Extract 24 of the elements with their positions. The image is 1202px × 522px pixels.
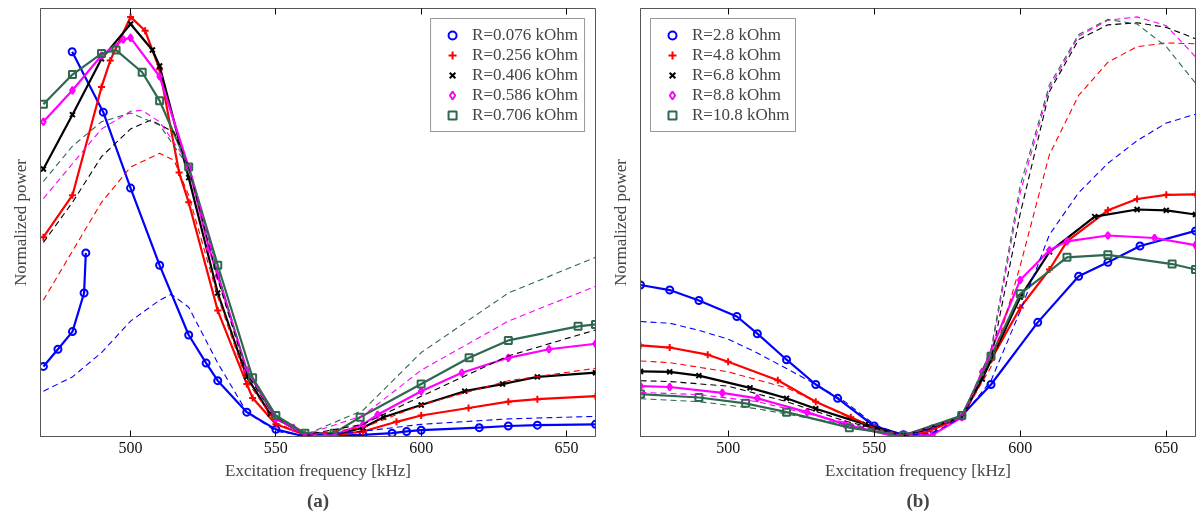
y-axis-title: Normalized power <box>610 158 630 286</box>
text: (b) <box>906 489 930 512</box>
x-axis-title: Excitation frequency [kHz] <box>225 460 411 480</box>
x-axis-title: Excitation frequency [kHz] <box>825 460 1011 480</box>
legend-label: R=4.8 kOhm <box>692 45 781 65</box>
x-tick-label: 550 <box>862 438 887 456</box>
legend-label: R=0.076 kOhm <box>472 25 578 45</box>
legend-label: R=10.8 kOhm <box>692 105 790 125</box>
x-tick-label: 550 <box>263 438 288 456</box>
x-tick-label: 500 <box>118 438 143 456</box>
legend-label: R=0.256 kOhm <box>472 45 578 65</box>
legend-label: R=0.406 kOhm <box>472 65 578 85</box>
legend-label: R=8.8 kOhm <box>692 85 781 105</box>
x-tick-label: 650 <box>554 438 579 456</box>
y-axis-title: Normalized power <box>10 158 30 286</box>
x-tick-label: 500 <box>716 438 741 456</box>
x-tick-label: 600 <box>1008 438 1033 456</box>
legend-label: R=6.8 kOhm <box>692 65 781 85</box>
text: (a) <box>306 489 330 512</box>
legend-label: R=0.706 kOhm <box>472 105 578 125</box>
x-tick-label: 600 <box>409 438 434 456</box>
legend-label: R=2.8 kOhm <box>692 25 781 45</box>
x-tick-label: 650 <box>1154 438 1179 456</box>
legend-label: R=0.586 kOhm <box>472 85 578 105</box>
